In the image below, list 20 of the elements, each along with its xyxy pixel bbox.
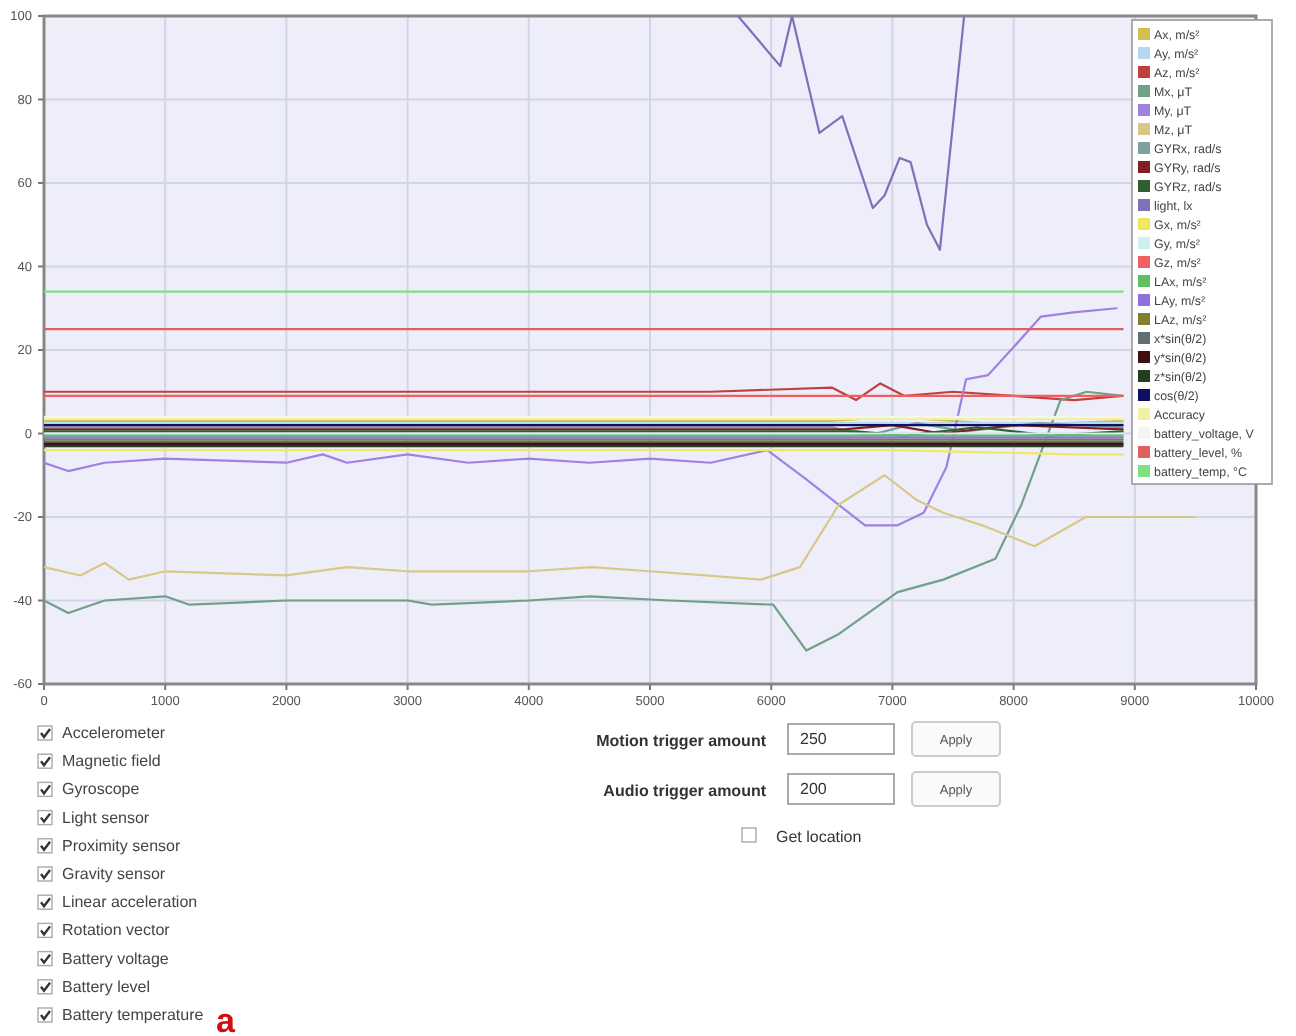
text: Magnetic field xyxy=(62,752,161,771)
text: Battery voltage xyxy=(62,949,170,968)
text: Gravity sensor xyxy=(62,865,166,883)
text: Proximity sensor xyxy=(62,836,181,855)
text: Gyroscope xyxy=(62,780,141,799)
text: Battery temperature xyxy=(62,1006,205,1024)
text: Battery level xyxy=(62,977,151,996)
line-series xyxy=(736,16,966,251)
text: Light sensor xyxy=(62,808,150,827)
line-series xyxy=(44,390,1124,652)
text: Accelerometer xyxy=(62,724,166,742)
text: 200 xyxy=(800,780,828,798)
text: Rotation vector xyxy=(62,921,171,940)
text: Linear acceleration xyxy=(62,893,198,912)
text: a xyxy=(216,1002,236,1036)
text: Motion trigger amount xyxy=(596,732,767,750)
text: Get location xyxy=(776,828,862,846)
text: Audio trigger amount xyxy=(603,782,767,800)
line-series xyxy=(44,307,1118,527)
text: 250 xyxy=(800,730,828,748)
